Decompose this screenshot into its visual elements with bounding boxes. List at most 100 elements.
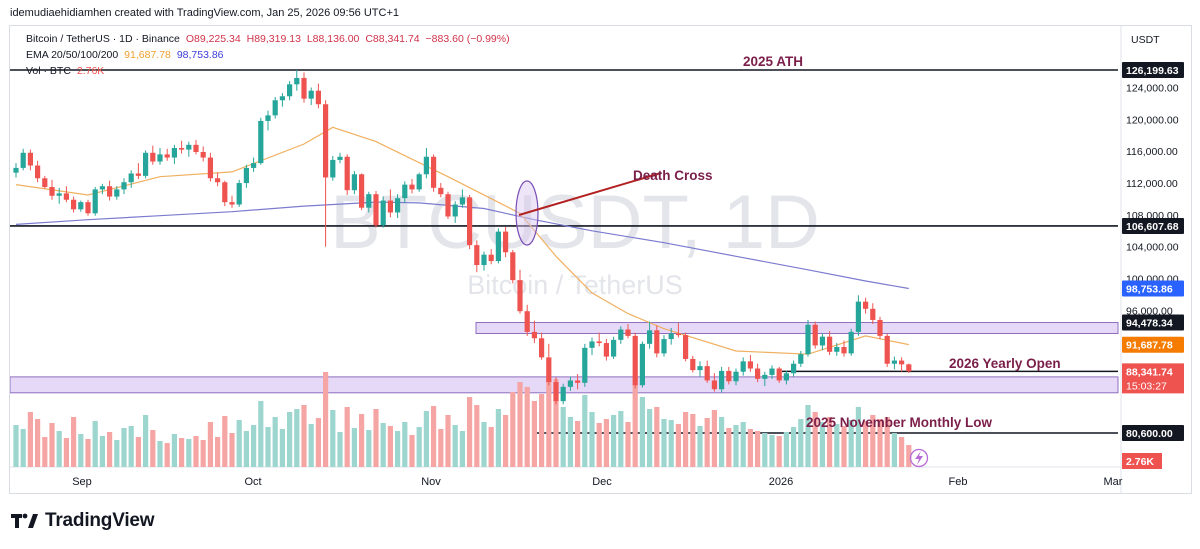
legend-volume: Vol · BTC 2.76K bbox=[26, 65, 107, 77]
volume-bar bbox=[668, 420, 674, 467]
candle-body bbox=[243, 167, 249, 184]
volume-bar bbox=[726, 428, 732, 467]
volume-bar bbox=[272, 417, 278, 467]
candle-body bbox=[107, 186, 113, 197]
volume-bar bbox=[704, 418, 710, 467]
volume-bar bbox=[99, 436, 105, 467]
volume-bar bbox=[395, 431, 401, 467]
volume-bar bbox=[78, 434, 84, 467]
volume-bar bbox=[661, 419, 667, 467]
volume-bar bbox=[402, 422, 408, 467]
candle-body bbox=[27, 152, 33, 166]
candle-body bbox=[229, 202, 235, 205]
candle-body bbox=[690, 358, 696, 371]
volume-bar bbox=[222, 416, 228, 467]
legend-ema: EMA 20/50/100/200 91,687.78 98,753.86 bbox=[26, 49, 227, 61]
candle-body bbox=[308, 90, 314, 99]
volume-bar bbox=[215, 437, 221, 467]
candle-body bbox=[704, 366, 710, 381]
candle-body bbox=[603, 343, 609, 357]
currency-label[interactable]: USDT bbox=[1131, 34, 1160, 46]
candle-body bbox=[488, 254, 494, 262]
candle-body bbox=[373, 194, 379, 226]
volume-bar bbox=[834, 424, 840, 467]
candle-body bbox=[481, 254, 487, 266]
volume-tag-bg bbox=[1122, 453, 1162, 469]
candle-body bbox=[452, 204, 458, 217]
volume-bar bbox=[287, 412, 293, 467]
legend-close: C88,341.74 bbox=[365, 33, 420, 45]
volume-bar bbox=[863, 421, 869, 467]
volume-bar bbox=[827, 417, 833, 467]
volume-bar bbox=[294, 409, 300, 467]
volume-bar bbox=[445, 415, 451, 467]
x-tick-label: Dec bbox=[592, 476, 612, 488]
volume-bar bbox=[870, 415, 876, 467]
volume-bar bbox=[265, 427, 271, 467]
zone-price-tag-bg bbox=[1122, 314, 1184, 331]
volume-bar bbox=[495, 409, 501, 467]
volume-bar bbox=[121, 428, 127, 467]
volume-bar bbox=[560, 407, 566, 467]
volume-bar bbox=[337, 432, 343, 467]
candle-body bbox=[35, 165, 41, 179]
candle-body bbox=[639, 343, 645, 386]
volume-bar bbox=[27, 412, 33, 467]
volume-bar bbox=[366, 430, 372, 467]
legend-vol-value: 2.76K bbox=[76, 65, 105, 77]
candle-body bbox=[128, 173, 134, 183]
y-tick-label: 116,000.00 bbox=[1126, 146, 1178, 158]
volume-bar bbox=[315, 418, 321, 467]
candle-body bbox=[726, 370, 732, 382]
candle-body bbox=[359, 174, 365, 208]
volume-bar bbox=[179, 438, 185, 467]
countdown-label: 15:03:27 bbox=[1126, 380, 1167, 392]
candle-body bbox=[719, 370, 725, 390]
volume-bar bbox=[13, 425, 19, 467]
candle-body bbox=[733, 371, 739, 382]
chart-frame[interactable]: BTCUSDT, 1D Bitcoin / TetherUS 2025 ATH Dea… bbox=[9, 25, 1192, 494]
legend-ema-b: 98,753.86 bbox=[176, 49, 224, 61]
volume-bar bbox=[618, 411, 624, 467]
candle-body bbox=[279, 96, 285, 101]
tradingview-logo-icon bbox=[11, 513, 38, 528]
candle-body bbox=[661, 339, 667, 354]
candle-body bbox=[762, 374, 768, 379]
volume-bar bbox=[625, 422, 631, 467]
legend-ema-label: EMA 20/50/100/200 bbox=[26, 49, 119, 61]
legend-ohlc: Bitcoin / TetherUS · 1D · Binance O89,22… bbox=[26, 33, 513, 45]
candle-body bbox=[315, 90, 321, 105]
volume-bar bbox=[524, 387, 530, 467]
chart-credit: idemudiaehidiamhen created with TradingV… bbox=[10, 7, 400, 19]
candle-body bbox=[337, 156, 343, 160]
watermark-name: Bitcoin / TetherUS bbox=[467, 270, 683, 300]
watermark-symbol: BTCUSDT, 1D bbox=[330, 180, 820, 265]
ema-a-price-tag: 91,687.78 bbox=[1126, 340, 1173, 352]
volume-bar bbox=[359, 414, 365, 467]
candle-body bbox=[611, 339, 617, 357]
candle-body bbox=[323, 104, 329, 178]
candle-body bbox=[740, 361, 746, 372]
volume-bar bbox=[416, 427, 422, 467]
volume-bar bbox=[769, 435, 775, 467]
volume-bar bbox=[323, 372, 329, 467]
candle-body bbox=[539, 338, 545, 358]
legend-open: O89,225.34 bbox=[185, 33, 241, 45]
volume-bar bbox=[697, 426, 703, 467]
candle-body bbox=[791, 363, 797, 374]
y-tick-label: 112,000.00 bbox=[1126, 178, 1178, 190]
candle-body bbox=[553, 382, 559, 402]
volume-bar bbox=[690, 414, 696, 467]
price-chart[interactable]: BTCUSDT, 1D Bitcoin / TetherUS 2025 ATH Dea… bbox=[10, 26, 1191, 493]
volume-bar bbox=[510, 392, 516, 467]
volume-bar bbox=[467, 397, 473, 467]
candle-body bbox=[92, 189, 98, 214]
candle-body bbox=[42, 178, 48, 188]
volume-bar bbox=[798, 419, 804, 467]
last-price-tag: 88,341.74 bbox=[1126, 366, 1173, 378]
candle-body bbox=[560, 386, 566, 402]
volume-bar bbox=[229, 433, 235, 467]
candle-body bbox=[848, 331, 854, 354]
volume-bar bbox=[387, 426, 393, 467]
level-price-tag-bg bbox=[1122, 62, 1184, 78]
